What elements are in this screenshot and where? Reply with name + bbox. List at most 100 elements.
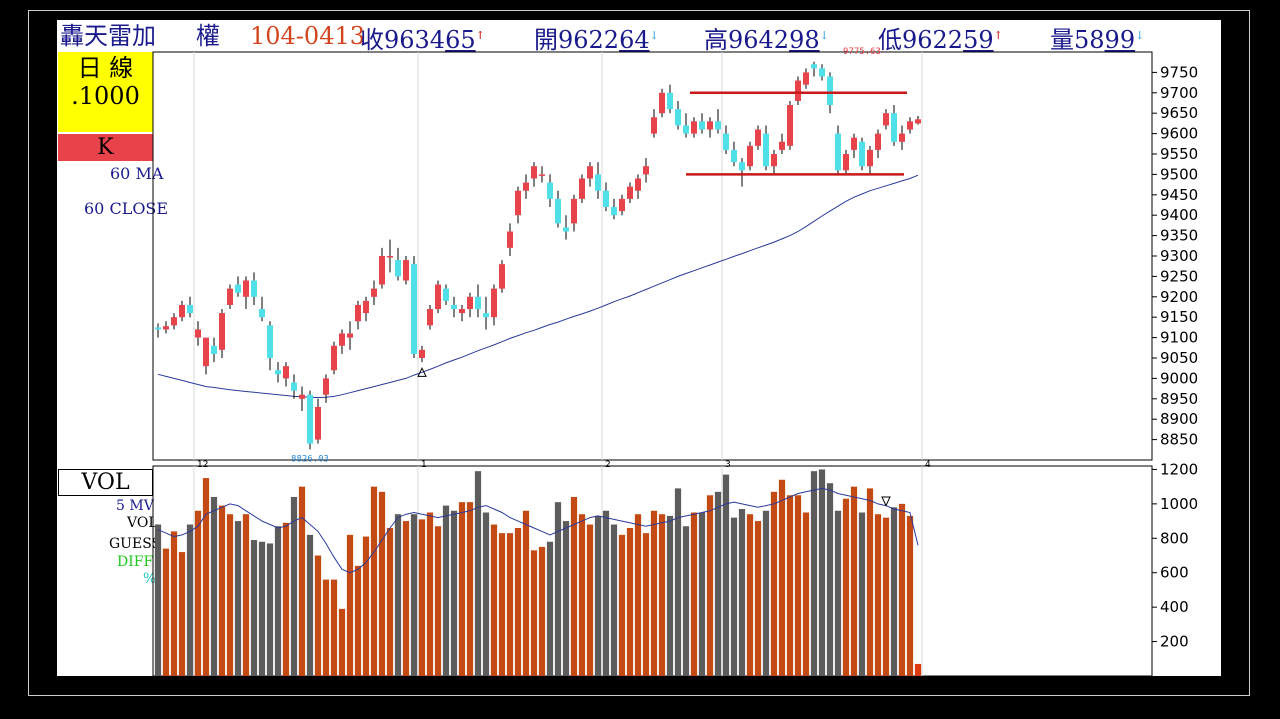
candle-body bbox=[547, 182, 553, 199]
signal-triangle-down bbox=[881, 496, 891, 507]
candle-body bbox=[491, 288, 497, 318]
volume-bar bbox=[354, 565, 362, 676]
candle-body bbox=[459, 309, 465, 314]
candle-body bbox=[571, 198, 577, 224]
price-tick-label: 8850 bbox=[1160, 431, 1198, 449]
volume-bar bbox=[178, 552, 186, 676]
close-price: 收963465↑ bbox=[360, 26, 485, 54]
volume-bar bbox=[522, 510, 530, 676]
volume-bar bbox=[570, 496, 578, 676]
volume-bar bbox=[370, 486, 378, 676]
candle-body bbox=[635, 178, 641, 191]
candle-body bbox=[195, 329, 201, 338]
price-tick-label: 9400 bbox=[1160, 206, 1198, 224]
volume-bar bbox=[394, 514, 402, 676]
candle-body bbox=[819, 68, 825, 77]
volume-bar bbox=[874, 514, 882, 676]
price-tick-label: 9450 bbox=[1160, 186, 1198, 204]
candle-body bbox=[875, 133, 881, 150]
mv-legend: 5 MV bbox=[116, 498, 154, 514]
candle-body bbox=[435, 284, 441, 310]
candle-body bbox=[163, 326, 169, 330]
candle-body bbox=[851, 137, 857, 150]
volume-bar bbox=[746, 514, 754, 676]
ma-legend: 60 MA bbox=[110, 164, 164, 183]
volume-bar bbox=[362, 536, 370, 676]
vol-title: VOL bbox=[81, 470, 130, 495]
candle-body bbox=[731, 149, 737, 163]
volume-bar bbox=[506, 533, 514, 676]
volume-bar bbox=[706, 495, 714, 676]
volume-bar bbox=[690, 512, 698, 676]
candle-body bbox=[315, 406, 321, 440]
price-tick-label: 9150 bbox=[1160, 308, 1198, 326]
candle-body bbox=[531, 166, 537, 179]
month-label: 2 bbox=[605, 460, 611, 470]
volume-bar bbox=[666, 515, 674, 676]
volume-bar bbox=[618, 534, 626, 676]
price-tick-label: 9750 bbox=[1160, 63, 1198, 81]
volume-bar bbox=[442, 505, 450, 676]
candle-body bbox=[563, 227, 569, 232]
volume-bar bbox=[538, 546, 546, 676]
volume-bar bbox=[698, 512, 706, 676]
candle-body bbox=[395, 260, 401, 277]
low-annotation: 8826.03 bbox=[291, 454, 329, 464]
volume-bar bbox=[730, 517, 738, 676]
volume-bar bbox=[802, 512, 810, 676]
candle-body bbox=[243, 280, 249, 297]
volume-bar bbox=[850, 486, 858, 676]
candle-body bbox=[771, 154, 777, 167]
volume-bar bbox=[634, 514, 642, 676]
candle-body bbox=[915, 119, 921, 124]
volume-bar bbox=[218, 505, 226, 676]
volume-bar bbox=[778, 479, 786, 676]
volume-bar bbox=[234, 521, 242, 676]
date-label: 104-0413 bbox=[250, 22, 365, 50]
candle-body bbox=[627, 186, 633, 199]
candle-body bbox=[419, 349, 425, 358]
candle-body bbox=[307, 394, 313, 444]
month-label: 4 bbox=[925, 460, 931, 470]
price-tick-label: 9300 bbox=[1160, 247, 1198, 265]
volume-bar bbox=[770, 491, 778, 676]
volume-bar bbox=[714, 491, 722, 676]
candle-body bbox=[379, 256, 385, 285]
volume-tick-label: 600 bbox=[1160, 564, 1189, 582]
volume-bar bbox=[170, 531, 178, 676]
candle-body bbox=[507, 231, 513, 248]
volume-bar bbox=[474, 471, 482, 676]
volume-bar bbox=[402, 521, 410, 676]
candle-body bbox=[891, 113, 897, 142]
candle-body bbox=[683, 125, 689, 134]
candle-body bbox=[211, 345, 217, 354]
candle-body bbox=[707, 121, 713, 130]
candle-body bbox=[499, 264, 505, 289]
volume-bar bbox=[674, 488, 682, 676]
period-box: 日 線 .1000 bbox=[58, 52, 153, 132]
volume-bar bbox=[658, 514, 666, 676]
volume-bar bbox=[890, 507, 898, 676]
volume-bar bbox=[754, 521, 762, 676]
candle-body bbox=[411, 264, 417, 354]
price-tick-label: 9050 bbox=[1160, 349, 1198, 367]
candle-body bbox=[747, 145, 753, 167]
volume-tick-label: 400 bbox=[1160, 598, 1189, 616]
candle-body bbox=[155, 327, 161, 330]
volume-bar bbox=[602, 510, 610, 676]
volume-bar bbox=[546, 541, 554, 676]
volume-bar bbox=[298, 486, 306, 676]
volume-bar bbox=[842, 498, 850, 676]
price-tick-label: 9600 bbox=[1160, 125, 1198, 143]
volume-bar bbox=[818, 469, 826, 676]
period-label: 日 線 bbox=[77, 54, 134, 82]
volume-bar bbox=[242, 514, 250, 676]
vol-legend: VOL bbox=[127, 515, 158, 531]
volume-tick-label: 1000 bbox=[1160, 495, 1198, 513]
candle-body bbox=[523, 182, 529, 191]
volume-bar bbox=[650, 510, 658, 676]
volume-bar bbox=[642, 533, 650, 676]
price-tick-label: 9350 bbox=[1160, 227, 1198, 245]
candle-body bbox=[467, 296, 473, 310]
period-value: .1000 bbox=[71, 82, 140, 110]
